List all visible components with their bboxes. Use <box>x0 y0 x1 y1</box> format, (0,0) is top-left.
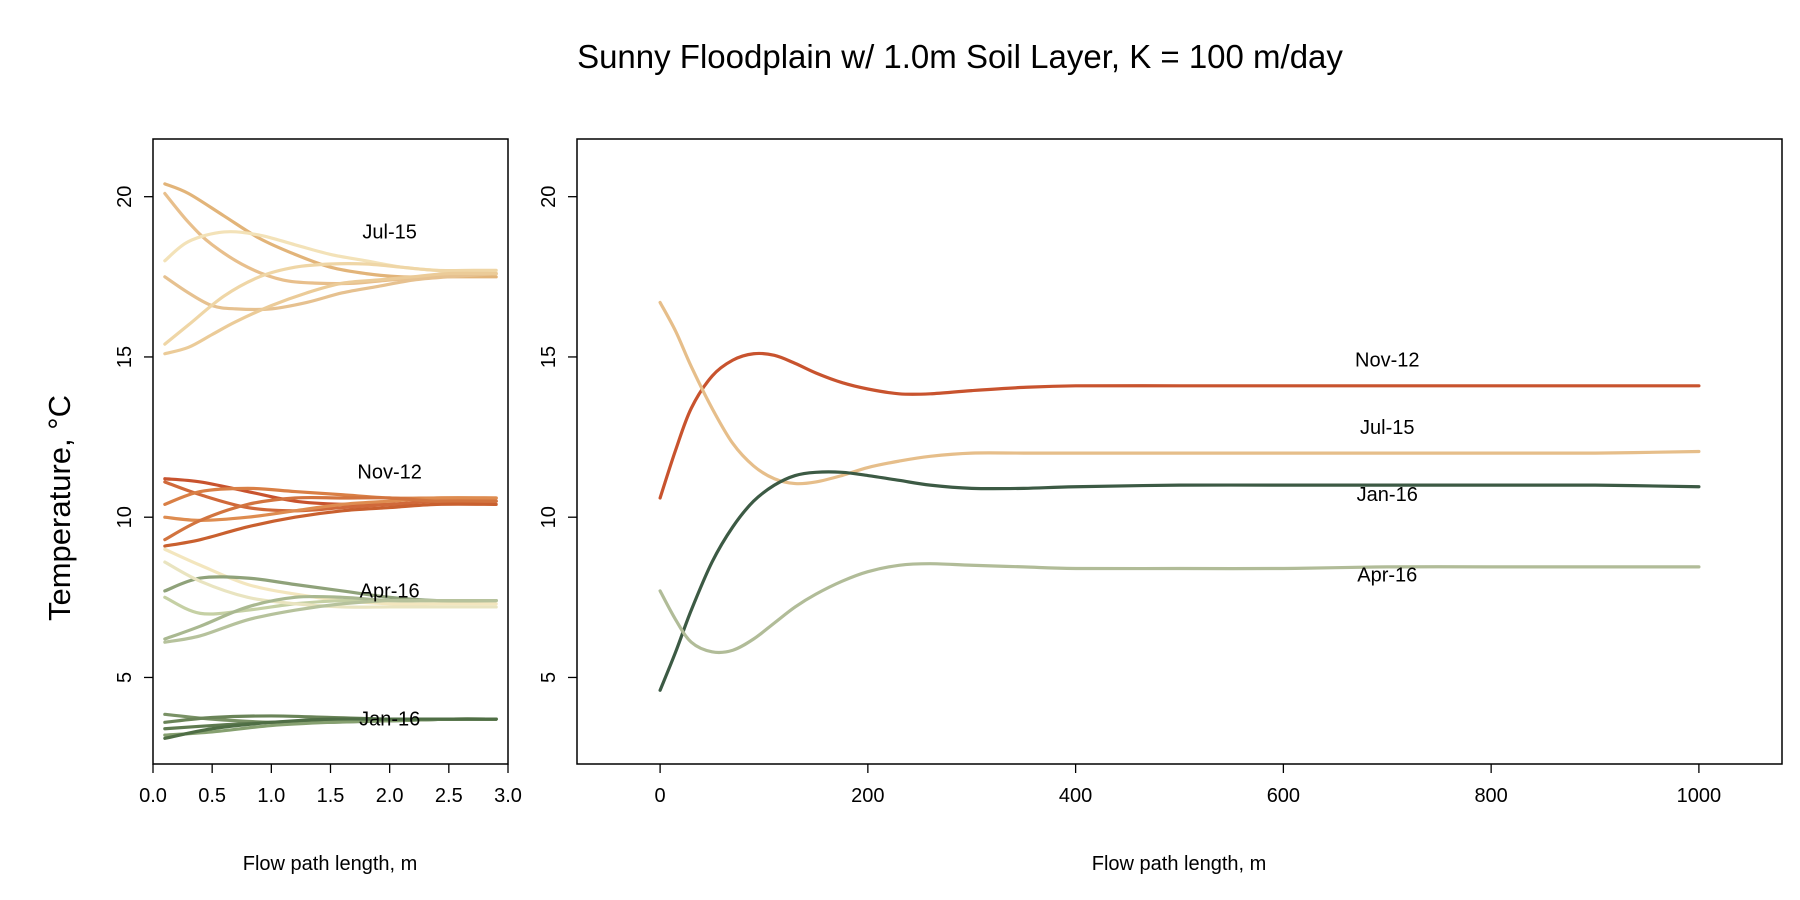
left-y-axis: 5 10 15 20 <box>114 186 153 683</box>
left-y-tick-label-3: 20 <box>114 186 136 208</box>
left-panel: 0.0 0.5 1.0 1.5 2.0 2.5 3.0 5 10 15 20 Jul-15 Nov-… <box>114 138 522 875</box>
chart-title: Sunny Floodplain w/ 1.0m Soil Layer, K =… <box>577 38 1343 75</box>
left-x-axis: 0.0 0.5 1.0 1.5 2.0 2.5 3.0 <box>139 764 522 807</box>
left-x-axis-label: Flow path length, m <box>243 853 418 875</box>
right-y-tick-label-2: 15 <box>538 346 560 368</box>
left-series-line-22 <box>163 717 498 740</box>
right-series-line-1 <box>658 300 1701 486</box>
left-annotation-jan-16: Jan-16 <box>359 709 420 731</box>
left-series-line-4 <box>163 262 498 346</box>
right-series-line-3 <box>658 562 1701 655</box>
right-y-axis: 5 10 15 20 <box>538 186 577 683</box>
left-annotation-jul-15: Jul-15 <box>362 221 416 243</box>
left-x-tick-label-0: 0.0 <box>139 785 167 807</box>
left-series-line-3 <box>163 272 498 312</box>
right-x-tick-label-3: 600 <box>1267 785 1300 807</box>
right-annotation-nov-12: Nov-12 <box>1355 350 1419 372</box>
right-panel: 0 200 400 600 800 1000 5 10 15 20 Nov-12 Jul-15 Ja… <box>538 138 1783 875</box>
left-series-line-17 <box>163 598 498 644</box>
right-x-tick-label-0: 0 <box>655 785 666 807</box>
left-plot-frame <box>152 138 509 765</box>
right-series-line-0 <box>658 351 1701 500</box>
right-annotations: Nov-12 Jul-15 Jan-16 Apr-16 <box>1355 350 1419 587</box>
left-series-group <box>163 182 498 740</box>
left-annotation-nov-12: Nov-12 <box>357 462 421 484</box>
right-x-tick-label-2: 400 <box>1059 785 1092 807</box>
right-series-group <box>658 300 1701 692</box>
right-y-tick-label-1: 10 <box>538 506 560 528</box>
right-series-line-2 <box>658 470 1701 692</box>
left-series-line-11 <box>163 502 498 548</box>
left-series-line-10 <box>163 495 498 542</box>
left-x-tick-label-4: 2.0 <box>376 785 404 807</box>
right-x-tick-label-4: 800 <box>1474 785 1507 807</box>
right-x-axis-label: Flow path length, m <box>1092 853 1267 875</box>
left-x-tick-label-6: 3.0 <box>494 785 522 807</box>
left-x-tick-label-5: 2.5 <box>435 785 463 807</box>
right-y-tick-label-3: 20 <box>538 186 560 208</box>
right-plot-frame <box>576 138 1783 765</box>
y-axis-label: Temperature, °C <box>42 395 77 621</box>
right-x-axis: 0 200 400 600 800 1000 <box>655 764 1722 807</box>
right-y-tick-label-0: 5 <box>538 672 560 683</box>
left-y-tick-label-1: 10 <box>114 506 136 528</box>
left-x-tick-label-2: 1.0 <box>257 785 285 807</box>
right-x-tick-label-5: 1000 <box>1677 785 1722 807</box>
right-annotation-jan-16: Jan-16 <box>1357 484 1418 506</box>
left-annotation-apr-16: Apr-16 <box>360 580 420 602</box>
left-y-tick-label-2: 15 <box>114 346 136 368</box>
right-annotation-apr-16: Apr-16 <box>1357 564 1417 586</box>
left-series-line-5 <box>163 271 498 356</box>
left-x-tick-label-1: 0.5 <box>198 785 226 807</box>
right-x-tick-label-1: 200 <box>851 785 884 807</box>
left-x-tick-label-3: 1.5 <box>317 785 345 807</box>
right-annotation-jul-15: Jul-15 <box>1360 417 1414 439</box>
left-y-tick-label-0: 5 <box>114 672 136 683</box>
left-annotations: Jul-15 Nov-12 Apr-16 Jan-16 <box>357 221 421 730</box>
